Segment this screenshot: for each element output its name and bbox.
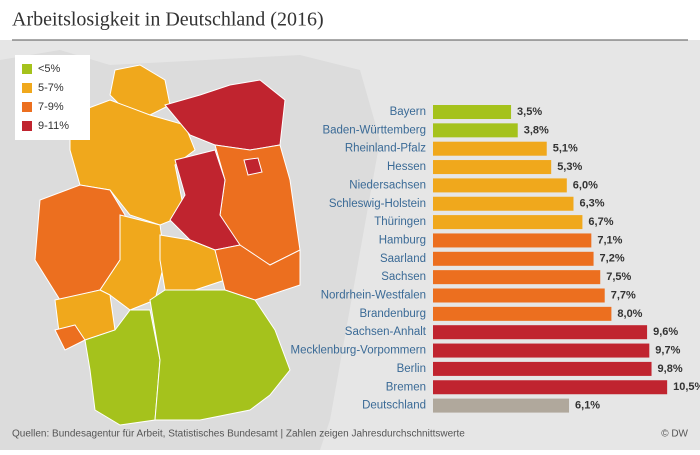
category-label: Rheinland-Pfalz [345, 143, 426, 155]
legend-label: 5-7% [38, 82, 64, 94]
bar [433, 251, 594, 266]
category-label: Bremen [386, 381, 426, 393]
legend-label: <5% [38, 63, 61, 75]
bar [433, 288, 605, 303]
value-label: 6,7% [588, 216, 613, 228]
bar [433, 105, 512, 119]
legend-swatch [22, 83, 32, 93]
bar [433, 215, 583, 230]
value-label: 5,3% [557, 161, 582, 173]
value-label: 5,1% [553, 143, 578, 155]
bar [433, 361, 652, 376]
value-label: 9,6% [653, 326, 678, 338]
value-label: 3,5% [517, 106, 542, 118]
value-label: 6,1% [575, 400, 600, 412]
value-label: 7,7% [611, 289, 636, 301]
value-label: 9,8% [658, 363, 683, 375]
region [243, 157, 263, 176]
category-label: Berlin [397, 363, 426, 375]
bar [433, 325, 648, 340]
value-label: 7,5% [606, 271, 631, 283]
bar [433, 343, 650, 358]
value-label: 6,3% [579, 198, 604, 210]
chart-title: Arbeitslosigkeit in Deutschland (2016) [12, 9, 324, 31]
value-label: 10,5% [673, 381, 700, 393]
value-label: 7,2% [600, 253, 625, 265]
category-label: Baden-Württemberg [322, 124, 426, 136]
region [149, 289, 291, 421]
value-label: 8,0% [617, 308, 642, 320]
category-label: Sachsen-Anhalt [345, 326, 427, 338]
bar [433, 141, 547, 156]
legend-label: 7-9% [38, 101, 64, 113]
category-label: Bayern [390, 106, 426, 118]
value-label: 6,0% [573, 179, 598, 191]
category-label: Hessen [387, 161, 426, 173]
bar [433, 306, 612, 321]
region [159, 234, 226, 291]
bar [433, 123, 518, 138]
bar [433, 178, 567, 193]
source: Quellen: Bundesagentur für Arbeit, Stati… [12, 429, 465, 440]
bar [433, 380, 668, 395]
category-label: Hamburg [379, 234, 426, 246]
value-label: 7,1% [597, 234, 622, 246]
legend-swatch [22, 102, 32, 112]
category-label: Schleswig-Holstein [329, 198, 426, 210]
region [164, 79, 286, 151]
bar [433, 196, 574, 211]
category-label: Deutschland [362, 400, 426, 412]
bar [433, 398, 570, 413]
legend-swatch [22, 121, 32, 131]
value-label: 3,8% [524, 124, 549, 136]
category-label: Mecklenburg-Vorpommern [290, 345, 426, 357]
bar [433, 270, 601, 285]
category-label: Sachsen [381, 271, 426, 283]
category-label: Nordrhein-Westfalen [321, 290, 426, 302]
legend-swatch [22, 64, 32, 74]
category-label: Niedersachsen [349, 179, 426, 191]
category-label: Thüringen [374, 216, 426, 228]
bar [433, 160, 552, 175]
header-bg [0, 0, 700, 40]
region [109, 64, 171, 116]
map [34, 64, 301, 426]
value-label: 9,7% [655, 344, 680, 356]
bar [433, 233, 592, 248]
legend-label: 9-11% [38, 120, 69, 132]
credit: © DW [661, 429, 688, 440]
category-label: Brandenburg [360, 308, 427, 320]
category-label: Saarland [380, 253, 426, 265]
